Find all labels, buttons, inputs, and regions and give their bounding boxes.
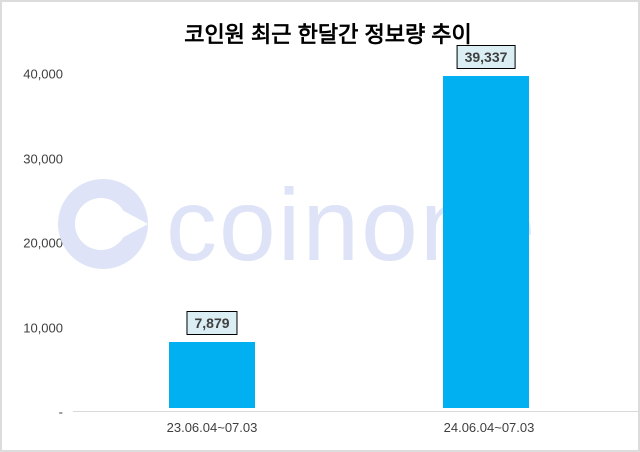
data-label-2024: 39,337 — [456, 45, 516, 70]
coinone-logo-icon — [58, 179, 148, 269]
y-axis-tick-zero: - — [58, 404, 63, 420]
y-axis-tick-40000: 40,000 — [23, 66, 63, 82]
y-axis-tick-20000: 20,000 — [23, 235, 63, 251]
y-axis-tick-10000: 10,000 — [23, 320, 63, 336]
bar-2023-period — [169, 341, 255, 408]
data-label-2023: 7,879 — [186, 310, 238, 335]
y-axis-tick-30000: 30,000 — [23, 151, 63, 167]
chart-title: 코인원 최근 한달간 정보량 추이 — [184, 22, 472, 47]
x-axis-line — [73, 411, 638, 412]
x-axis-label-2023: 23.06.04~07.03 — [166, 420, 258, 435]
x-axis-label-2024: 24.06.04~07.03 — [443, 420, 535, 435]
bar-2024-period — [443, 76, 529, 408]
